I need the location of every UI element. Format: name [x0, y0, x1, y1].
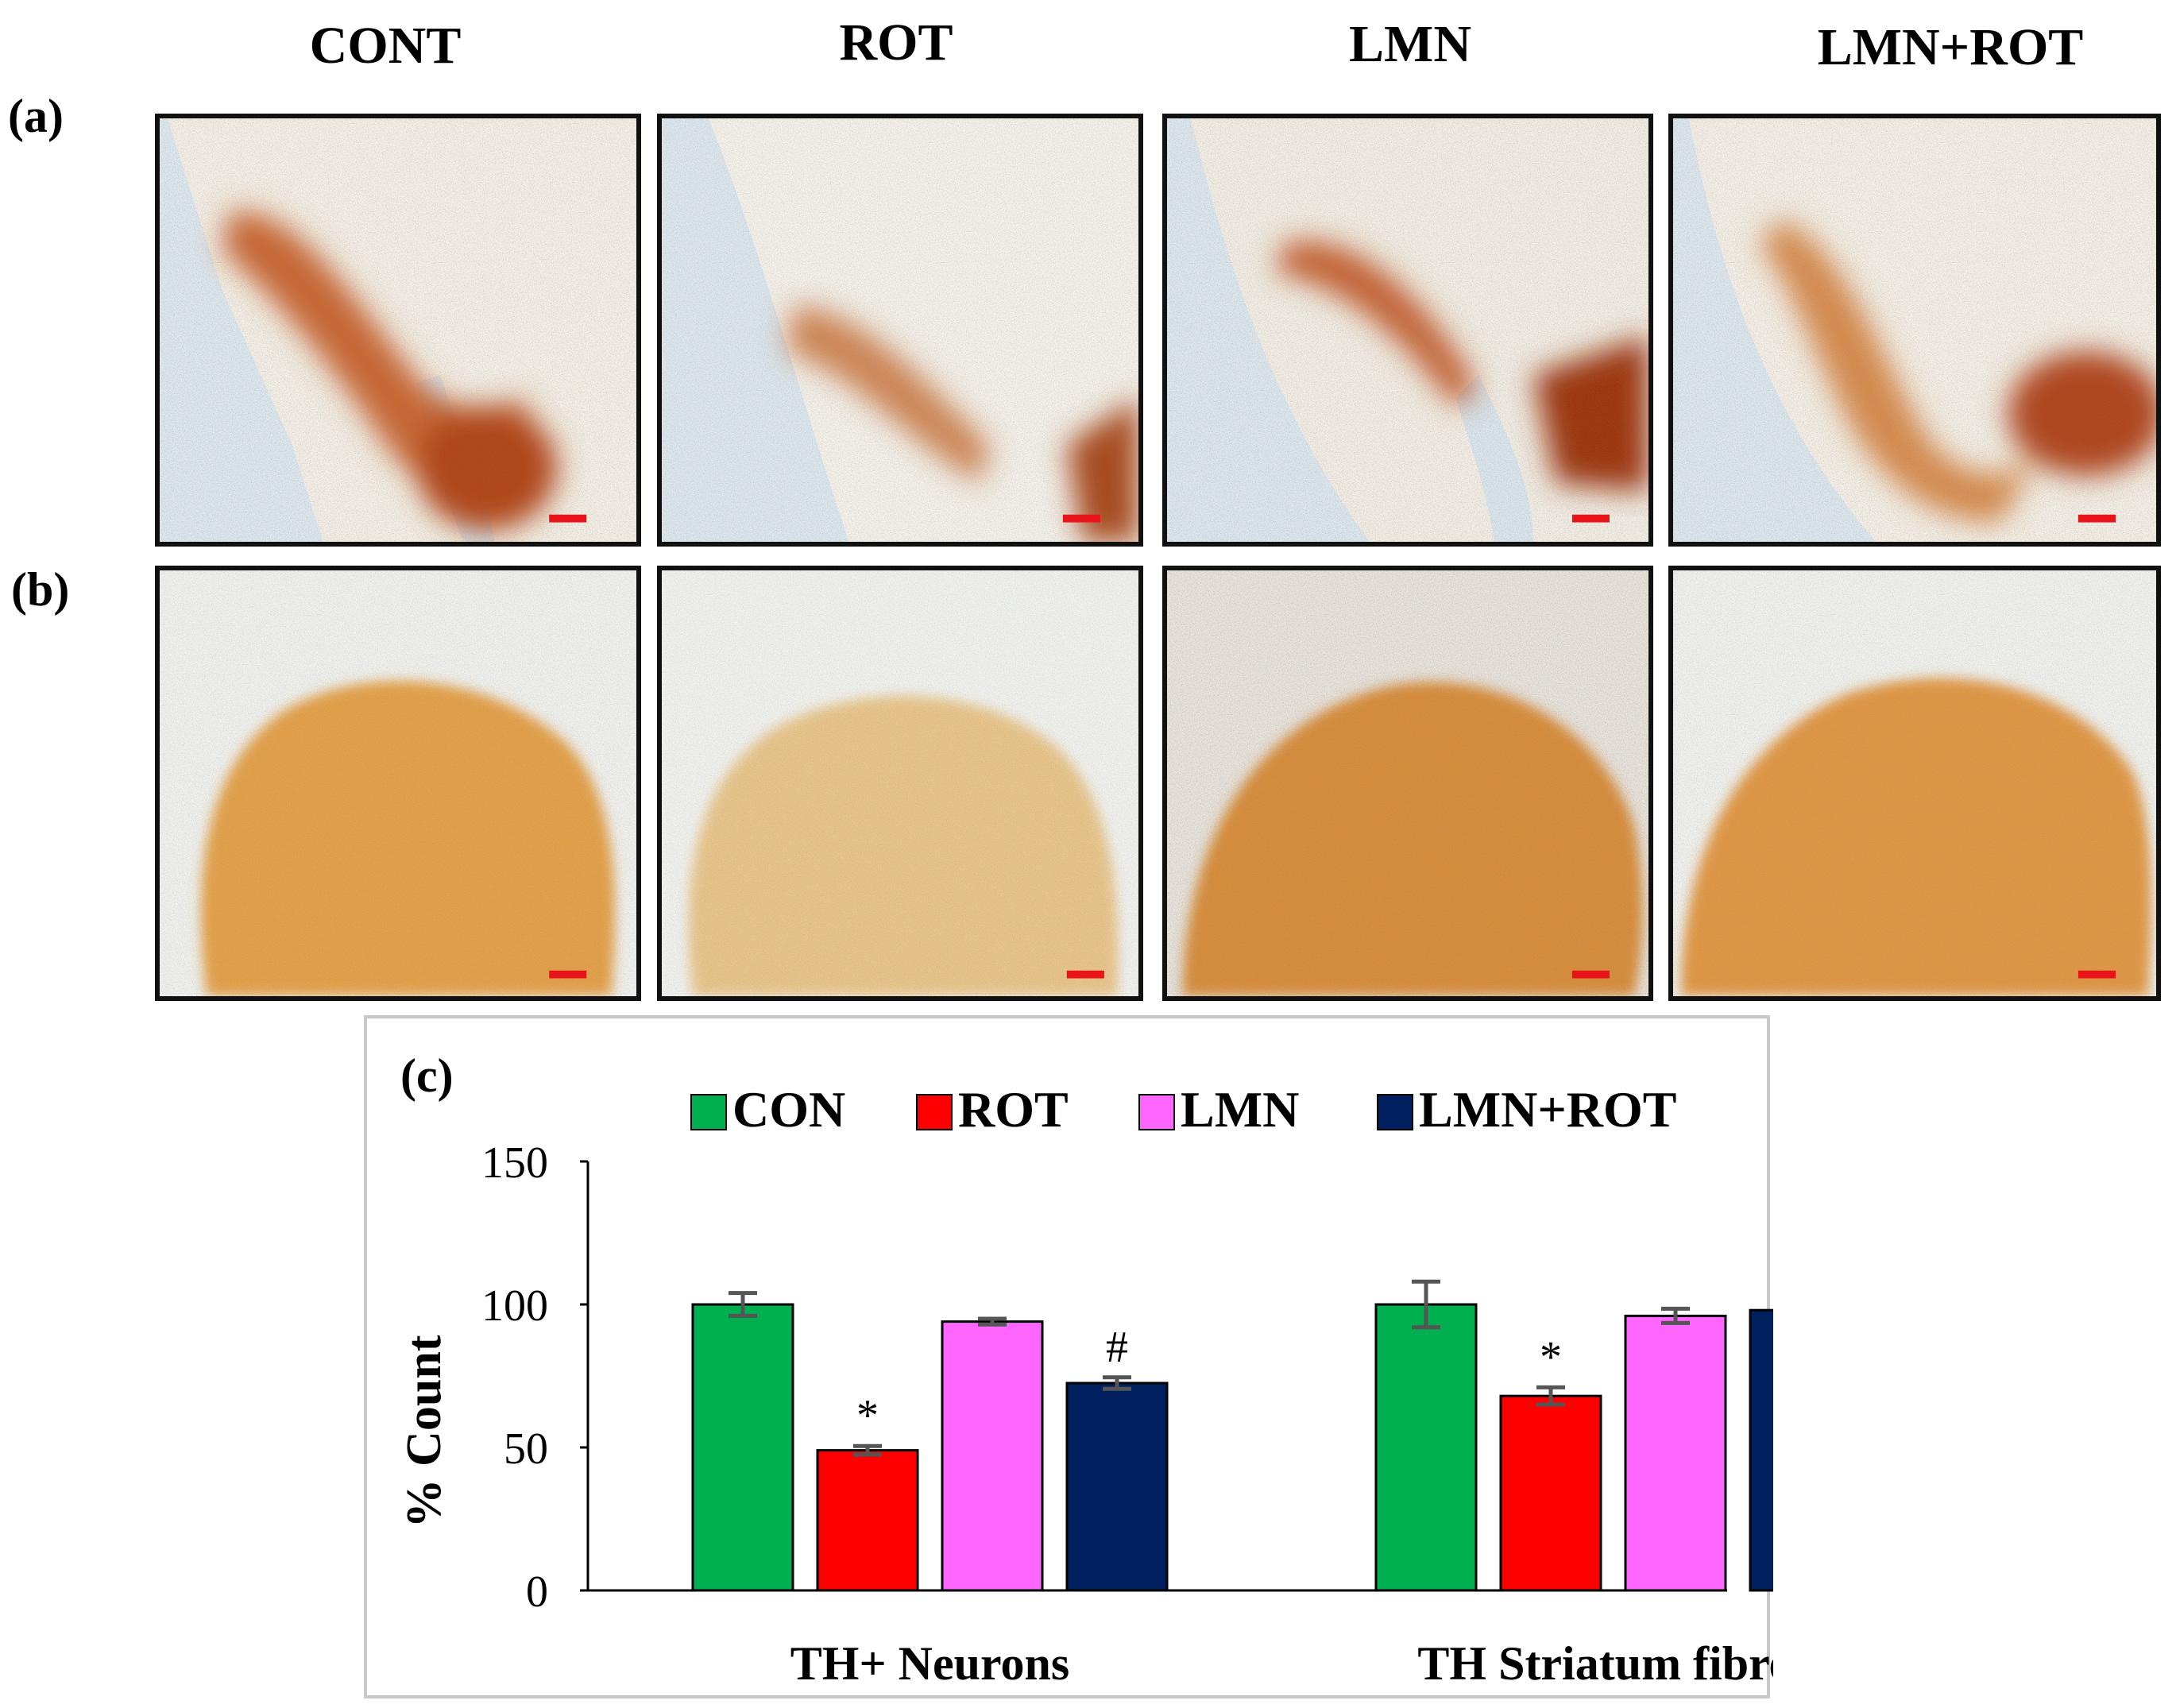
y-tick-label: 50 [504, 1424, 548, 1474]
legend-label: CON [732, 1081, 845, 1138]
y-tick-label: 150 [481, 1138, 548, 1188]
legend-swatch-lmn [1138, 1094, 1175, 1130]
chart-legend: CON ROT LMN LMN+ROT [690, 1081, 1676, 1138]
legend-label: ROT [958, 1081, 1069, 1138]
legend-swatch-con [690, 1094, 727, 1130]
x-axis-labels: TH+ Neurons TH Striatum fibres [790, 1637, 1773, 1690]
column-header-lmn-rot: LMN+ROT [1817, 18, 2084, 76]
chart-panel-label: (c) [400, 1049, 454, 1102]
bar [941, 1320, 1044, 1592]
y-tick-label: 100 [481, 1281, 548, 1331]
micrograph-striatum-lmn-rot [1668, 566, 2161, 1001]
significance-marker: * [1540, 1332, 1562, 1381]
legend-swatch-rot [916, 1094, 953, 1130]
legend-label: LMN+ROT [1419, 1081, 1676, 1138]
bar [1624, 1314, 1727, 1592]
micrograph-striatum-rot [657, 566, 1143, 1001]
micrograph-striatum-cont [155, 566, 641, 1001]
significance-marker: * [856, 1391, 879, 1440]
row-label-b: (b) [11, 563, 70, 616]
x-category-label: TH Striatum fibres [1417, 1637, 1773, 1690]
bar [816, 1449, 919, 1592]
y-tick-label: 0 [526, 1567, 548, 1617]
micrograph-sn-lmn [1162, 114, 1653, 547]
bar [691, 1303, 794, 1592]
y-axis-label: % Count [397, 1335, 451, 1528]
significance-marker: # [1106, 1323, 1128, 1372]
legend-label: LMN [1181, 1081, 1299, 1138]
column-header-rot: ROT [839, 14, 953, 71]
legend-swatch-lmn-rot [1377, 1094, 1413, 1130]
bar [1374, 1303, 1478, 1592]
column-header-lmn: LMN [1349, 15, 1471, 73]
bar-chart: (c) CON ROT LMN LMN+ROT % Count 0 50 100 150 *… [397, 1049, 1773, 1690]
bar [1749, 1308, 1773, 1592]
chart-bars: *#*# [691, 1279, 1773, 1592]
column-header-cont: CONT [309, 17, 462, 75]
row-label-a: (a) [8, 90, 64, 142]
x-category-label: TH+ Neurons [790, 1637, 1069, 1690]
bar [1065, 1381, 1169, 1592]
micrograph-striatum-lmn [1162, 566, 1653, 1001]
micrograph-sn-lmn-rot [1668, 114, 2161, 547]
bar [1499, 1394, 1602, 1592]
bar-chart-panel: (c) CON ROT LMN LMN+ROT % Count 0 50 100 150 *… [364, 1015, 1773, 1698]
micrograph-sn-rot [657, 114, 1143, 547]
micrograph-sn-cont [155, 114, 641, 547]
